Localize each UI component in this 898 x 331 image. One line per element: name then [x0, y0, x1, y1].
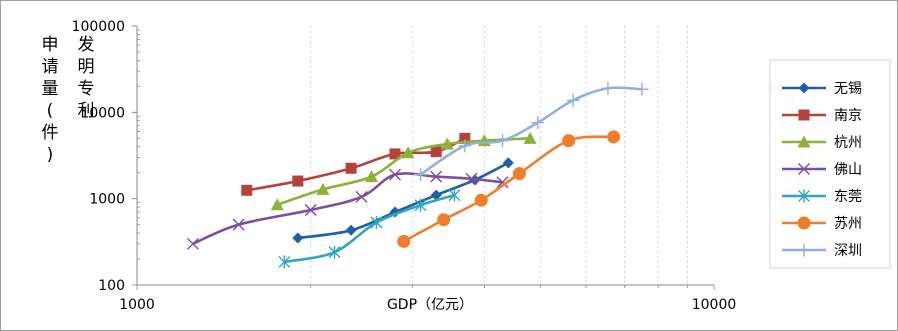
- y-axis-label-char: 件: [42, 123, 59, 143]
- data-point: [512, 167, 526, 181]
- data-point: [458, 139, 472, 153]
- series-深圳: [414, 81, 649, 182]
- series-佛山: [186, 168, 509, 250]
- data-point: [186, 237, 199, 250]
- data-point: [601, 81, 615, 95]
- data-point: [355, 190, 368, 203]
- x-tick-label: 10000: [692, 297, 737, 313]
- y-axis-label-char: ): [47, 145, 54, 165]
- legend-label: 无锡: [834, 81, 862, 97]
- y-axis-label-char: 量: [42, 79, 59, 99]
- y-axis-label-char: (: [47, 101, 54, 121]
- data-point: [414, 168, 428, 182]
- legend-label: 南京: [834, 108, 862, 124]
- data-point: [430, 189, 442, 201]
- y-tick-label: 100000: [72, 19, 125, 35]
- legend-item: 南京: [782, 108, 862, 124]
- y-axis-label-char: 申: [42, 35, 59, 55]
- data-point: [241, 184, 253, 196]
- data-point: [345, 224, 357, 236]
- legend-label: 杭州: [834, 135, 862, 151]
- data-point: [448, 188, 461, 202]
- data-point: [798, 82, 810, 94]
- data-point: [465, 172, 478, 185]
- data-point: [496, 134, 510, 148]
- data-point: [316, 182, 330, 195]
- legend-box: [769, 59, 891, 269]
- data-point: [304, 203, 317, 216]
- legend-label: 深圳: [834, 243, 862, 259]
- data-point: [270, 198, 284, 211]
- data-point: [440, 137, 454, 150]
- data-point: [474, 193, 488, 207]
- data-point: [607, 130, 621, 144]
- data-point: [523, 131, 537, 144]
- series-苏州: [397, 130, 621, 248]
- data-point: [496, 176, 509, 189]
- data-point: [459, 132, 471, 144]
- y-tick-label: 10000: [80, 105, 125, 121]
- data-point: [389, 168, 402, 181]
- legend-item: 深圳: [782, 243, 862, 259]
- data-point: [797, 243, 811, 257]
- series-line: [419, 86, 642, 176]
- y-axis-label-char: 专: [78, 79, 95, 99]
- data-point: [328, 245, 341, 259]
- data-point: [345, 162, 357, 174]
- axes: [132, 25, 715, 290]
- data-point: [389, 148, 401, 160]
- data-point: [798, 109, 810, 121]
- data-point: [414, 198, 427, 212]
- legend-item: 无锡: [782, 81, 862, 97]
- x-axis-label: GDP（亿元）: [387, 297, 473, 313]
- data-point: [437, 213, 451, 227]
- data-point: [635, 82, 649, 96]
- tick-labels: 100 1000 10000 100000 1000 10000: [72, 19, 737, 313]
- legend-label: 苏州: [834, 216, 862, 232]
- series-东莞: [278, 188, 461, 269]
- data-point: [292, 175, 304, 187]
- y-axis-label-char: 利: [78, 101, 95, 121]
- x-tick-label: 1000: [119, 297, 155, 313]
- y-axis-label-char: 发: [78, 35, 95, 55]
- series-南京: [241, 132, 471, 196]
- series-line: [192, 172, 503, 246]
- y-axis-label-char: 请: [42, 57, 59, 77]
- legend-label: 东莞: [834, 189, 862, 205]
- legend-item: 杭州: [782, 135, 862, 151]
- data-point: [566, 93, 580, 107]
- y-axis-label-char: 明: [78, 57, 95, 77]
- data-point: [798, 189, 810, 203]
- data-point: [365, 170, 379, 183]
- data-point: [401, 146, 415, 159]
- data-point: [292, 232, 304, 244]
- data-point: [562, 134, 576, 148]
- data-point: [502, 157, 514, 169]
- legend-item: 佛山: [782, 162, 862, 178]
- y-tick-label: 100: [98, 278, 125, 294]
- data-point: [798, 163, 810, 175]
- data-point: [370, 215, 383, 229]
- series-杭州: [270, 131, 537, 211]
- data-point: [430, 170, 443, 183]
- data-point: [797, 216, 811, 230]
- data-point: [797, 135, 811, 148]
- data-point: [232, 218, 245, 231]
- data-point: [531, 116, 545, 130]
- data-point: [430, 146, 442, 158]
- data-point: [278, 255, 291, 269]
- legend-item: 东莞: [782, 189, 862, 205]
- data-point: [397, 234, 411, 248]
- y-tick-label: 1000: [89, 192, 125, 208]
- series-layer: [186, 81, 649, 269]
- legend-item: 苏州: [782, 216, 862, 232]
- legend-label: 佛山: [834, 162, 862, 178]
- gridlines: [310, 26, 688, 285]
